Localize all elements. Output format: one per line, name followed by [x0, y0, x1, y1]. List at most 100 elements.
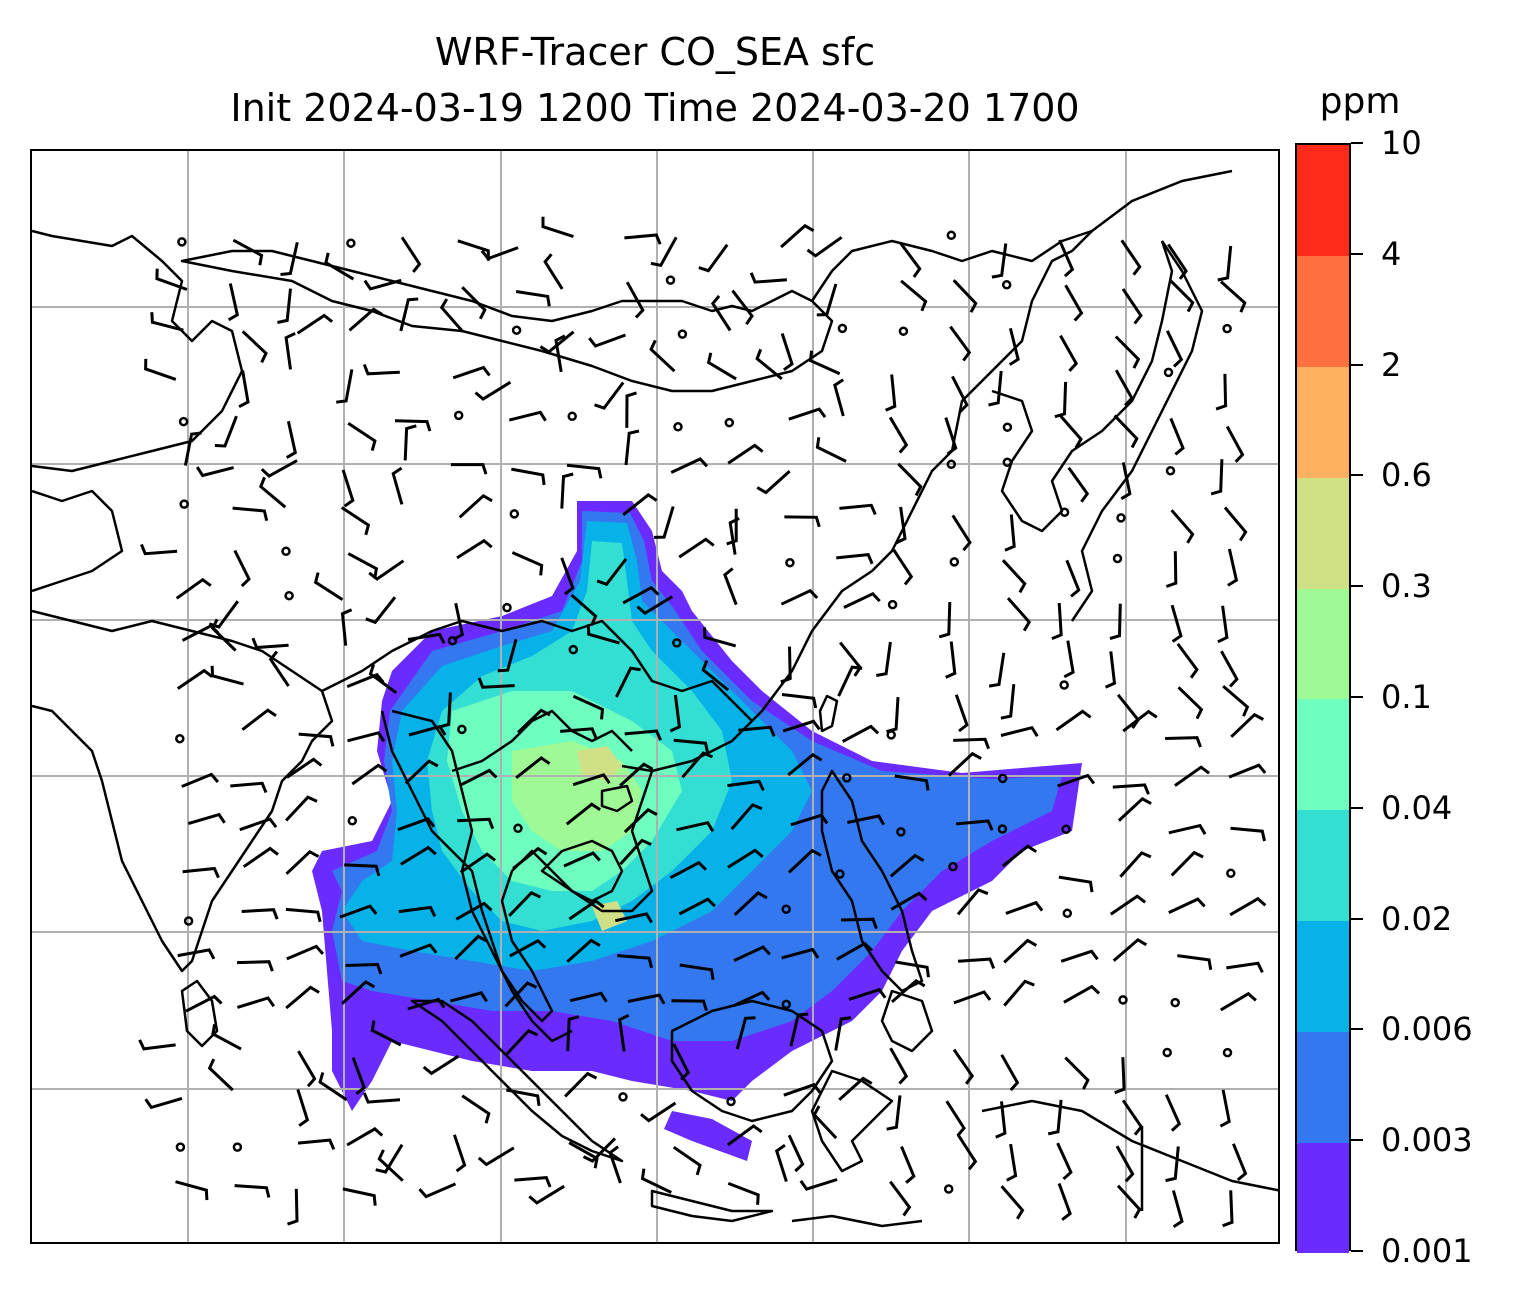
wind-barb — [618, 1013, 630, 1052]
wind-barb — [1174, 765, 1210, 787]
wind-barb — [706, 352, 737, 381]
wind-barb — [1067, 466, 1090, 503]
calm-wind-marker — [896, 827, 906, 837]
wind-barb — [900, 279, 928, 312]
wind-barb — [732, 990, 771, 1008]
wind-barb — [947, 751, 982, 777]
wind-barb — [956, 1133, 978, 1171]
map-panel[interactable] — [30, 149, 1280, 1244]
wind-barb — [594, 381, 625, 410]
wind-barb — [344, 863, 381, 877]
wind-barb — [892, 548, 914, 586]
wind-barb — [560, 557, 575, 596]
calm-wind-marker — [447, 635, 458, 646]
calm-wind-marker — [1001, 280, 1012, 290]
wind-barb — [788, 407, 827, 421]
wind-barb — [239, 817, 278, 832]
wind-barb — [1006, 1143, 1018, 1182]
colorbar-units: ppm — [1319, 81, 1401, 122]
wind-barb — [1057, 773, 1096, 788]
wind-barb — [207, 1058, 234, 1092]
wind-barb — [195, 466, 234, 478]
wind-barb — [460, 768, 498, 787]
wind-barb — [815, 437, 847, 463]
wind-barb — [515, 756, 551, 779]
wind-barb — [1051, 602, 1063, 640]
colorbar-tick-label: 0.001 — [1381, 1232, 1473, 1270]
wind-barb — [505, 1028, 539, 1056]
wind-barb — [895, 960, 930, 978]
wind-barb — [703, 627, 737, 648]
wind-barb — [954, 694, 969, 733]
wind-barb — [1230, 712, 1265, 738]
wind-barb — [1230, 826, 1266, 842]
calm-wind-marker — [1059, 680, 1069, 690]
wind-barb — [554, 334, 566, 373]
wind-barb — [654, 506, 675, 539]
wind-barb — [885, 374, 897, 412]
wind-barb — [238, 370, 250, 409]
wind-barb — [843, 591, 881, 609]
wind-barb — [285, 420, 298, 459]
wind-barb — [636, 595, 674, 615]
wind-barb — [596, 558, 628, 587]
wind-barb — [347, 422, 377, 452]
wind-barb — [1006, 597, 1032, 632]
wind-barb — [1220, 650, 1239, 688]
calm-wind-marker — [785, 557, 795, 568]
wind-barb — [1165, 330, 1184, 368]
wind-barb — [1114, 369, 1134, 407]
wind-barb — [727, 443, 764, 465]
wind-barb — [784, 515, 821, 528]
wind-barb — [370, 1020, 402, 1047]
wind-barb — [894, 774, 930, 791]
wind-barb — [1223, 506, 1248, 542]
wind-barb — [1168, 823, 1207, 835]
wind-barb — [952, 1048, 975, 1085]
calm-wind-marker — [997, 773, 1008, 784]
wind-barb — [1008, 327, 1020, 366]
wind-barb — [1168, 897, 1206, 914]
wind-barb — [566, 463, 603, 479]
wind-barb — [839, 503, 877, 516]
wind-barb — [787, 1134, 805, 1173]
wind-barb — [944, 417, 958, 456]
wind-barb — [185, 994, 223, 1013]
calm-wind-marker — [232, 1142, 243, 1152]
wind-barb — [781, 693, 818, 709]
wind-barb — [236, 996, 276, 1009]
wind-barb — [418, 1182, 457, 1199]
wind-barb — [789, 1012, 809, 1047]
wind-barb — [296, 1088, 310, 1127]
wind-barb — [297, 1138, 336, 1150]
wind-barb — [336, 369, 354, 404]
calm-wind-marker — [1061, 824, 1071, 835]
wind-barb — [340, 608, 353, 646]
wind-barb — [951, 375, 969, 414]
coastline-sulawesi — [810, 1069, 894, 1173]
wind-barb — [780, 333, 794, 372]
colorbar-tick-label: 4 — [1381, 234, 1402, 273]
wind-barb — [347, 731, 386, 743]
wind-barb — [625, 391, 637, 428]
wind-barb — [679, 963, 715, 980]
calm-wind-marker — [898, 326, 909, 336]
calm-wind-marker — [997, 824, 1008, 834]
wind-barb — [1000, 684, 1016, 720]
wind-barb — [508, 410, 547, 422]
colorbar-tick — [1351, 585, 1363, 588]
colorbar-segment — [1297, 809, 1349, 922]
wind-barb — [280, 241, 299, 276]
wind-barb — [351, 1057, 366, 1095]
calm-wind-marker — [842, 773, 852, 783]
wind-barb — [588, 333, 627, 348]
wind-barb — [608, 1145, 622, 1184]
wind-barb — [285, 907, 322, 923]
wind-barb — [1176, 643, 1199, 679]
wind-barb — [1063, 984, 1101, 1004]
coastline-west — [32, 229, 244, 473]
wind-barb — [560, 727, 598, 739]
wind-barb — [1004, 514, 1016, 552]
wind-barb — [1120, 239, 1142, 276]
wind-barb — [1232, 1143, 1248, 1182]
